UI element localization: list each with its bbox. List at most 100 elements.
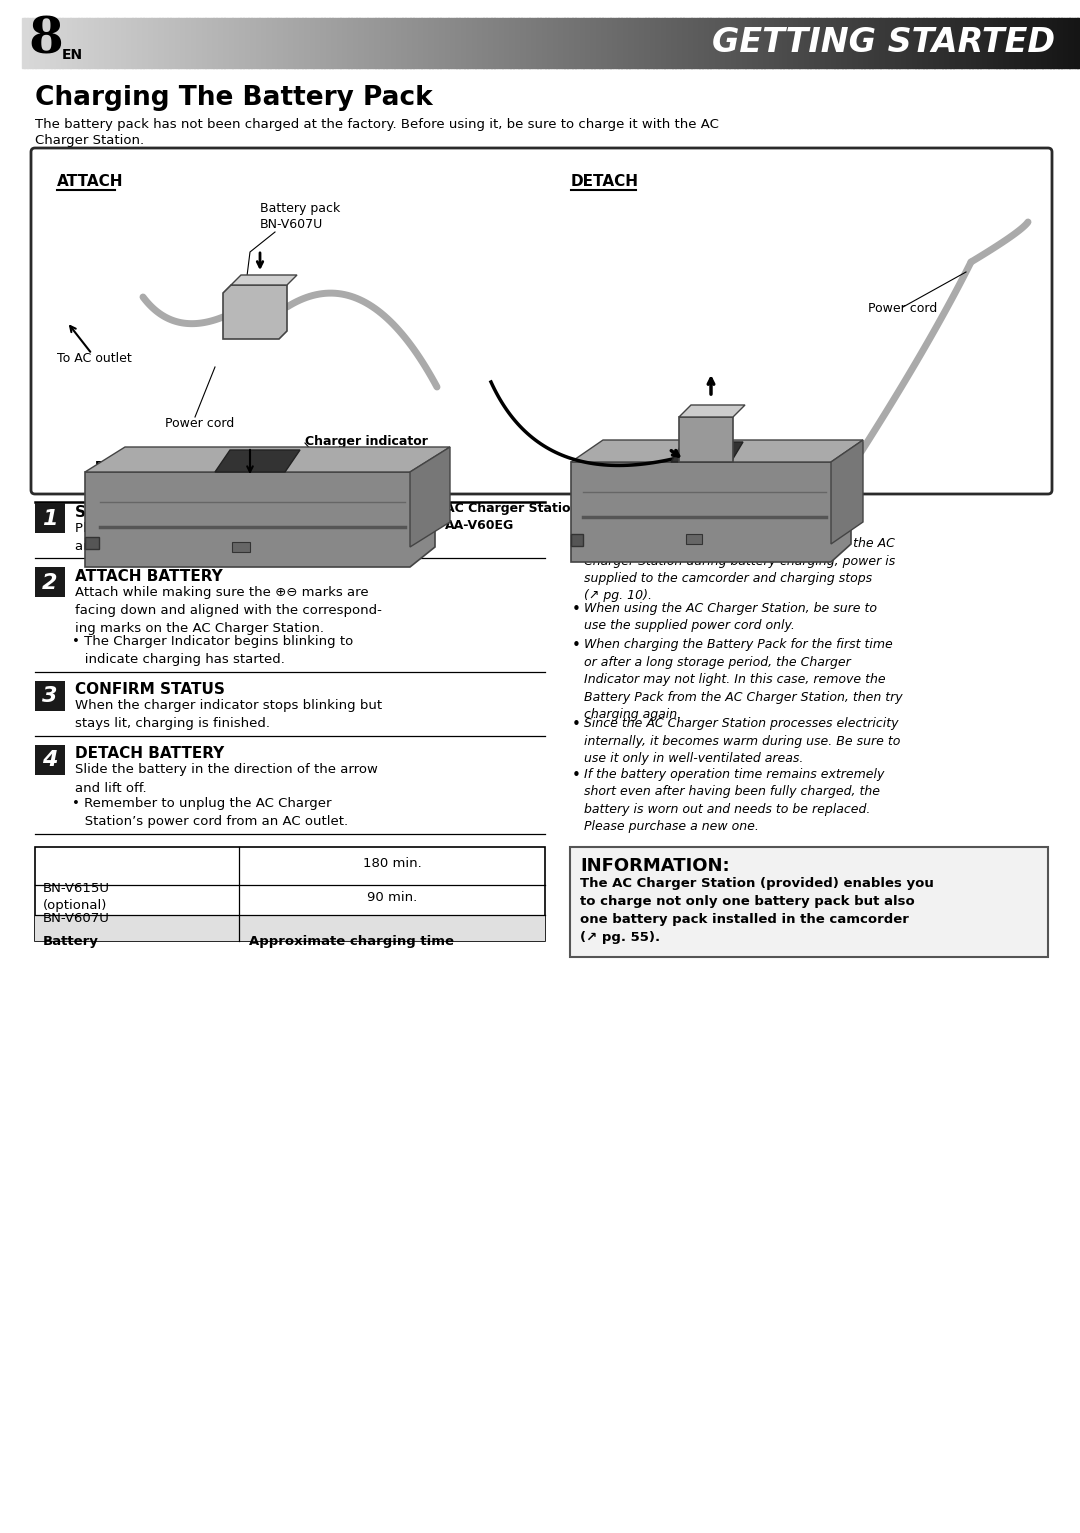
Bar <box>178 18 181 67</box>
Bar <box>697 18 700 67</box>
Bar <box>754 18 756 67</box>
Bar <box>975 18 977 67</box>
Bar <box>632 18 635 67</box>
Bar <box>200 18 203 67</box>
Bar <box>49 18 52 67</box>
Bar <box>1029 18 1031 67</box>
Bar <box>194 18 198 67</box>
Bar <box>883 18 886 67</box>
Bar <box>160 18 162 67</box>
Bar <box>570 18 572 67</box>
Bar <box>637 18 640 67</box>
Bar <box>643 18 646 67</box>
Bar <box>880 18 883 67</box>
Text: DETACH: DETACH <box>571 175 639 189</box>
FancyBboxPatch shape <box>31 149 1052 494</box>
Bar <box>335 18 338 67</box>
Bar <box>130 18 133 67</box>
Bar <box>864 18 867 67</box>
Text: The AC Charger Station (provided) enables you
to charge not only one battery pac: The AC Charger Station (provided) enable… <box>580 877 934 944</box>
Bar <box>197 18 200 67</box>
Bar <box>89 18 92 67</box>
Bar <box>362 18 365 67</box>
Bar <box>672 18 675 67</box>
Bar <box>70 18 73 67</box>
Bar <box>775 18 778 67</box>
Bar <box>477 18 481 67</box>
Bar <box>103 18 106 67</box>
Bar <box>896 18 900 67</box>
Bar <box>508 18 511 67</box>
Bar <box>916 18 918 67</box>
Bar <box>416 18 419 67</box>
Bar <box>419 18 421 67</box>
Bar <box>248 18 252 67</box>
Bar <box>999 18 1002 67</box>
Bar <box>59 18 63 67</box>
Bar <box>551 18 554 67</box>
Bar <box>333 18 335 67</box>
Bar <box>84 18 86 67</box>
Text: Power cord: Power cord <box>165 417 234 429</box>
Bar <box>211 18 214 67</box>
Bar <box>391 18 394 67</box>
Bar <box>410 18 414 67</box>
Text: CONFIRM STATUS: CONFIRM STATUS <box>75 682 225 698</box>
Text: Charging The Battery Pack: Charging The Battery Pack <box>35 84 433 110</box>
Bar <box>16 18 19 67</box>
Bar <box>597 18 599 67</box>
Bar <box>376 18 378 67</box>
Text: 4: 4 <box>42 751 57 771</box>
Bar <box>711 18 713 67</box>
Bar <box>659 18 662 67</box>
Bar <box>967 18 970 67</box>
Bar <box>813 18 815 67</box>
Text: GETTING STARTED: GETTING STARTED <box>712 26 1055 60</box>
Text: •: • <box>572 717 581 733</box>
Bar <box>937 18 940 67</box>
Bar <box>963 18 967 67</box>
Bar <box>149 18 151 67</box>
Bar <box>888 18 891 67</box>
Bar <box>549 18 551 67</box>
Bar <box>225 18 227 67</box>
Bar <box>475 18 478 67</box>
Bar <box>1017 18 1021 67</box>
Bar <box>346 18 349 67</box>
Bar <box>175 18 178 67</box>
Bar <box>535 18 538 67</box>
Bar <box>421 18 424 67</box>
Bar <box>732 18 734 67</box>
Bar <box>988 18 991 67</box>
Bar <box>715 18 718 67</box>
Bar <box>238 18 241 67</box>
Bar <box>343 18 346 67</box>
Bar <box>927 18 929 67</box>
Bar <box>473 18 475 67</box>
Text: When using the AC Charger Station, be sure to
use the supplied power cord only.: When using the AC Charger Station, be su… <box>584 602 877 632</box>
Bar <box>970 18 972 67</box>
Bar <box>380 18 383 67</box>
Bar <box>32 18 36 67</box>
Text: Approximate charging time: Approximate charging time <box>249 935 454 949</box>
Bar <box>268 18 270 67</box>
Bar <box>840 18 842 67</box>
Bar <box>680 18 684 67</box>
Text: Power cord: Power cord <box>868 302 937 314</box>
Bar <box>667 18 670 67</box>
Bar <box>842 18 846 67</box>
Bar <box>154 18 157 67</box>
Bar <box>78 18 81 67</box>
Bar <box>67 18 70 67</box>
Bar <box>554 18 556 67</box>
Polygon shape <box>410 448 450 547</box>
Bar <box>956 18 959 67</box>
Bar <box>994 18 997 67</box>
Bar <box>423 18 427 67</box>
Bar <box>138 18 140 67</box>
Polygon shape <box>671 442 743 461</box>
Text: • The Charger Indicator begins blinking to
   indicate charging has started.: • The Charger Indicator begins blinking … <box>72 636 353 667</box>
Bar <box>516 18 518 67</box>
Bar <box>834 18 837 67</box>
Bar <box>629 18 632 67</box>
